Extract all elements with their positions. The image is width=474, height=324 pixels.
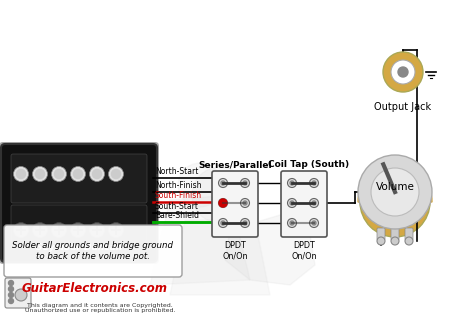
Circle shape (90, 167, 104, 181)
Circle shape (71, 223, 85, 237)
Text: GuitarElectronics.com: GuitarElectronics.com (22, 283, 168, 295)
Circle shape (288, 218, 297, 227)
Text: Seymour Duncan: Seymour Duncan (36, 244, 122, 252)
Circle shape (221, 221, 225, 225)
Text: Coil Tap (South): Coil Tap (South) (268, 160, 349, 169)
FancyBboxPatch shape (11, 154, 147, 203)
Text: South-Start: South-Start (155, 202, 199, 211)
Circle shape (243, 201, 247, 205)
Circle shape (9, 293, 13, 297)
Circle shape (73, 169, 82, 179)
Text: DPDT
On/On: DPDT On/On (291, 241, 317, 260)
Circle shape (17, 169, 26, 179)
Text: South-Finish: South-Finish (155, 191, 202, 200)
Text: Bare-Shield: Bare-Shield (155, 211, 199, 220)
Text: North-Finish: North-Finish (155, 181, 201, 190)
FancyBboxPatch shape (281, 171, 327, 237)
Circle shape (52, 223, 66, 237)
FancyBboxPatch shape (212, 171, 258, 237)
Circle shape (240, 179, 249, 188)
FancyBboxPatch shape (5, 278, 31, 308)
Circle shape (219, 179, 228, 188)
FancyBboxPatch shape (4, 225, 182, 277)
Wedge shape (358, 165, 432, 202)
Circle shape (391, 237, 399, 245)
Circle shape (310, 199, 319, 207)
Circle shape (111, 169, 120, 179)
Circle shape (13, 223, 28, 237)
Text: Volume: Volume (375, 182, 414, 192)
Text: Output Jack: Output Jack (374, 102, 431, 112)
Circle shape (290, 221, 294, 225)
Circle shape (15, 289, 27, 301)
FancyBboxPatch shape (1, 144, 157, 262)
Circle shape (36, 169, 45, 179)
Circle shape (13, 167, 28, 181)
Circle shape (288, 199, 297, 207)
Circle shape (310, 179, 319, 188)
Text: This diagram and it contents are Copyrighted.
Unauthorized use or republication : This diagram and it contents are Copyrig… (25, 303, 175, 313)
Text: Solder all grounds and bridge ground
to back of the volume pot.: Solder all grounds and bridge ground to … (12, 241, 173, 261)
Polygon shape (170, 220, 270, 295)
Circle shape (192, 167, 248, 223)
FancyBboxPatch shape (391, 228, 399, 240)
FancyBboxPatch shape (377, 228, 385, 240)
Circle shape (312, 181, 316, 185)
Circle shape (312, 201, 316, 205)
Circle shape (371, 168, 419, 216)
Circle shape (90, 223, 104, 237)
Circle shape (240, 218, 249, 227)
Circle shape (290, 201, 294, 205)
Circle shape (405, 237, 413, 245)
Circle shape (240, 199, 249, 207)
Circle shape (360, 167, 430, 237)
Circle shape (33, 167, 47, 181)
Circle shape (109, 167, 124, 181)
Circle shape (310, 218, 319, 227)
Text: DPDT
On/On: DPDT On/On (222, 241, 248, 260)
Circle shape (377, 237, 385, 245)
Circle shape (398, 67, 408, 77)
Circle shape (391, 60, 415, 84)
Circle shape (290, 181, 294, 185)
Circle shape (52, 167, 66, 181)
Circle shape (288, 179, 297, 188)
Circle shape (383, 52, 423, 92)
Text: North-Start: North-Start (155, 167, 199, 176)
Circle shape (9, 281, 13, 285)
Circle shape (178, 163, 222, 207)
Text: Series/Parallel: Series/Parallel (198, 160, 272, 169)
Circle shape (243, 221, 247, 225)
FancyBboxPatch shape (405, 228, 413, 240)
Polygon shape (150, 195, 250, 285)
Circle shape (358, 155, 432, 229)
Circle shape (109, 223, 124, 237)
Polygon shape (225, 215, 315, 285)
Circle shape (243, 181, 247, 185)
Circle shape (9, 286, 13, 292)
Circle shape (312, 221, 316, 225)
FancyBboxPatch shape (0, 142, 159, 264)
Circle shape (9, 298, 13, 304)
Circle shape (219, 199, 227, 207)
Circle shape (219, 199, 228, 207)
Circle shape (92, 169, 101, 179)
FancyBboxPatch shape (11, 205, 147, 250)
Circle shape (219, 218, 228, 227)
Circle shape (71, 167, 85, 181)
Circle shape (55, 169, 64, 179)
Circle shape (221, 181, 225, 185)
Circle shape (33, 223, 47, 237)
Circle shape (221, 201, 225, 205)
